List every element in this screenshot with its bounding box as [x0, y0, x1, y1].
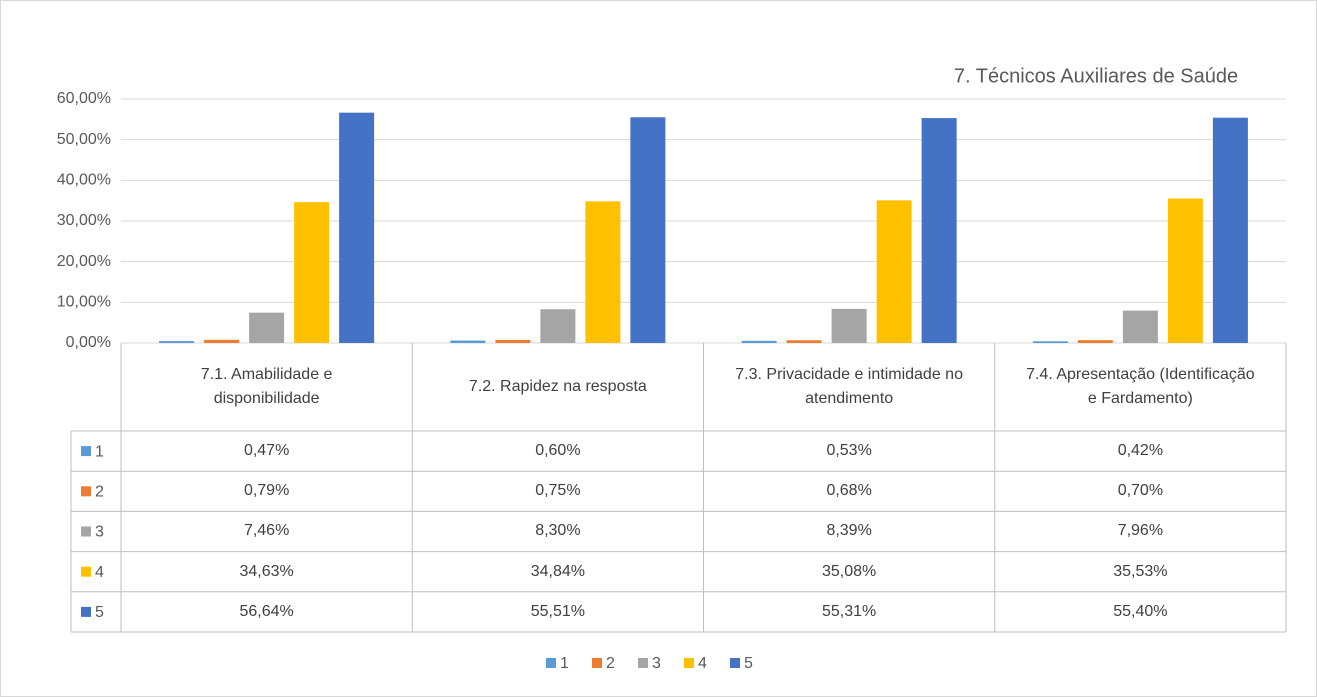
- legend-key: [81, 606, 91, 617]
- bar: [876, 200, 912, 343]
- bar: [249, 312, 285, 343]
- bar: [921, 118, 957, 344]
- legend-key: [592, 658, 602, 668]
- y-tick-label: 60,00%: [57, 90, 111, 107]
- y-tick-label: 50,00%: [57, 131, 111, 148]
- table-cell: 0,60%: [535, 442, 581, 460]
- bar: [1077, 340, 1113, 343]
- table-cell: 55,51%: [530, 602, 585, 620]
- table-cell: 34,63%: [239, 562, 294, 580]
- legend-key: [546, 658, 556, 668]
- bar: [495, 339, 531, 343]
- legend-label: 2: [606, 655, 615, 672]
- y-tick-label: 0,00%: [66, 334, 111, 351]
- table-cell: 0,53%: [826, 442, 872, 460]
- bar: [159, 341, 195, 343]
- bar: [1122, 310, 1158, 343]
- legend-label: 4: [698, 655, 707, 672]
- table-cell: 55,31%: [821, 602, 877, 620]
- legend-key: [730, 658, 740, 668]
- table-cell: 0,47%: [243, 442, 290, 460]
- bar: [1212, 117, 1248, 343]
- y-tick-label: 30,00%: [57, 212, 111, 229]
- table-cell: 0,68%: [826, 482, 872, 500]
- row-header: 5: [95, 604, 104, 621]
- table-cell: 0,42%: [1117, 442, 1164, 460]
- bar: [339, 112, 375, 343]
- bar: [741, 340, 777, 343]
- bar: [786, 340, 822, 343]
- table-cell: 0,70%: [1117, 482, 1164, 500]
- category-header: 7.1. Amabilidade e disponibilidade: [200, 366, 333, 407]
- row-header: 2: [95, 484, 104, 501]
- category-header: 7.3. Privacidade e intimidade no atendim…: [735, 366, 963, 407]
- legend-label: 1: [560, 655, 569, 672]
- table-cell: 35,08%: [821, 562, 877, 580]
- row-header: 4: [95, 564, 104, 581]
- row-header: 1: [95, 443, 104, 460]
- table-cell: 55,40%: [1113, 602, 1168, 620]
- legend-key: [81, 446, 91, 457]
- table-cell: 8,30%: [535, 522, 581, 540]
- bar: [831, 308, 867, 343]
- bar: [450, 340, 486, 343]
- category-header: 7.4. Apresentação (Identificação e Farda…: [1026, 366, 1255, 407]
- table-cell: 7,96%: [1117, 522, 1164, 540]
- y-tick-label: 20,00%: [57, 253, 111, 270]
- bar: [294, 202, 330, 343]
- bar: [204, 339, 240, 343]
- row-header: 3: [95, 524, 104, 541]
- y-tick-label: 40,00%: [57, 172, 111, 189]
- category-header: 7.2. Rapidez na resposta: [468, 378, 647, 395]
- table-cell: 56,64%: [239, 602, 294, 620]
- table-cell: 0,75%: [535, 482, 581, 500]
- bar: [630, 117, 666, 343]
- bar: [1032, 341, 1068, 343]
- bar: [1167, 198, 1203, 343]
- bar: [540, 309, 576, 343]
- legend-key: [684, 658, 694, 668]
- y-tick-label: 10,00%: [57, 294, 111, 311]
- table-cell: 34,84%: [530, 562, 585, 580]
- table-cell: 7,46%: [243, 522, 290, 540]
- legend-key: [81, 566, 91, 577]
- legend-key: [81, 526, 91, 537]
- table-cell: 35,53%: [1113, 562, 1168, 580]
- legend-label: 3: [652, 655, 661, 672]
- bar: [585, 201, 621, 343]
- chart-title: 7. Técnicos Auxiliares de Saúde: [954, 65, 1238, 87]
- table-cell: 0,79%: [243, 482, 290, 500]
- legend-key: [638, 658, 648, 668]
- legend-label: 5: [744, 655, 753, 672]
- legend-key: [81, 486, 91, 497]
- table-cell: 8,39%: [826, 522, 872, 540]
